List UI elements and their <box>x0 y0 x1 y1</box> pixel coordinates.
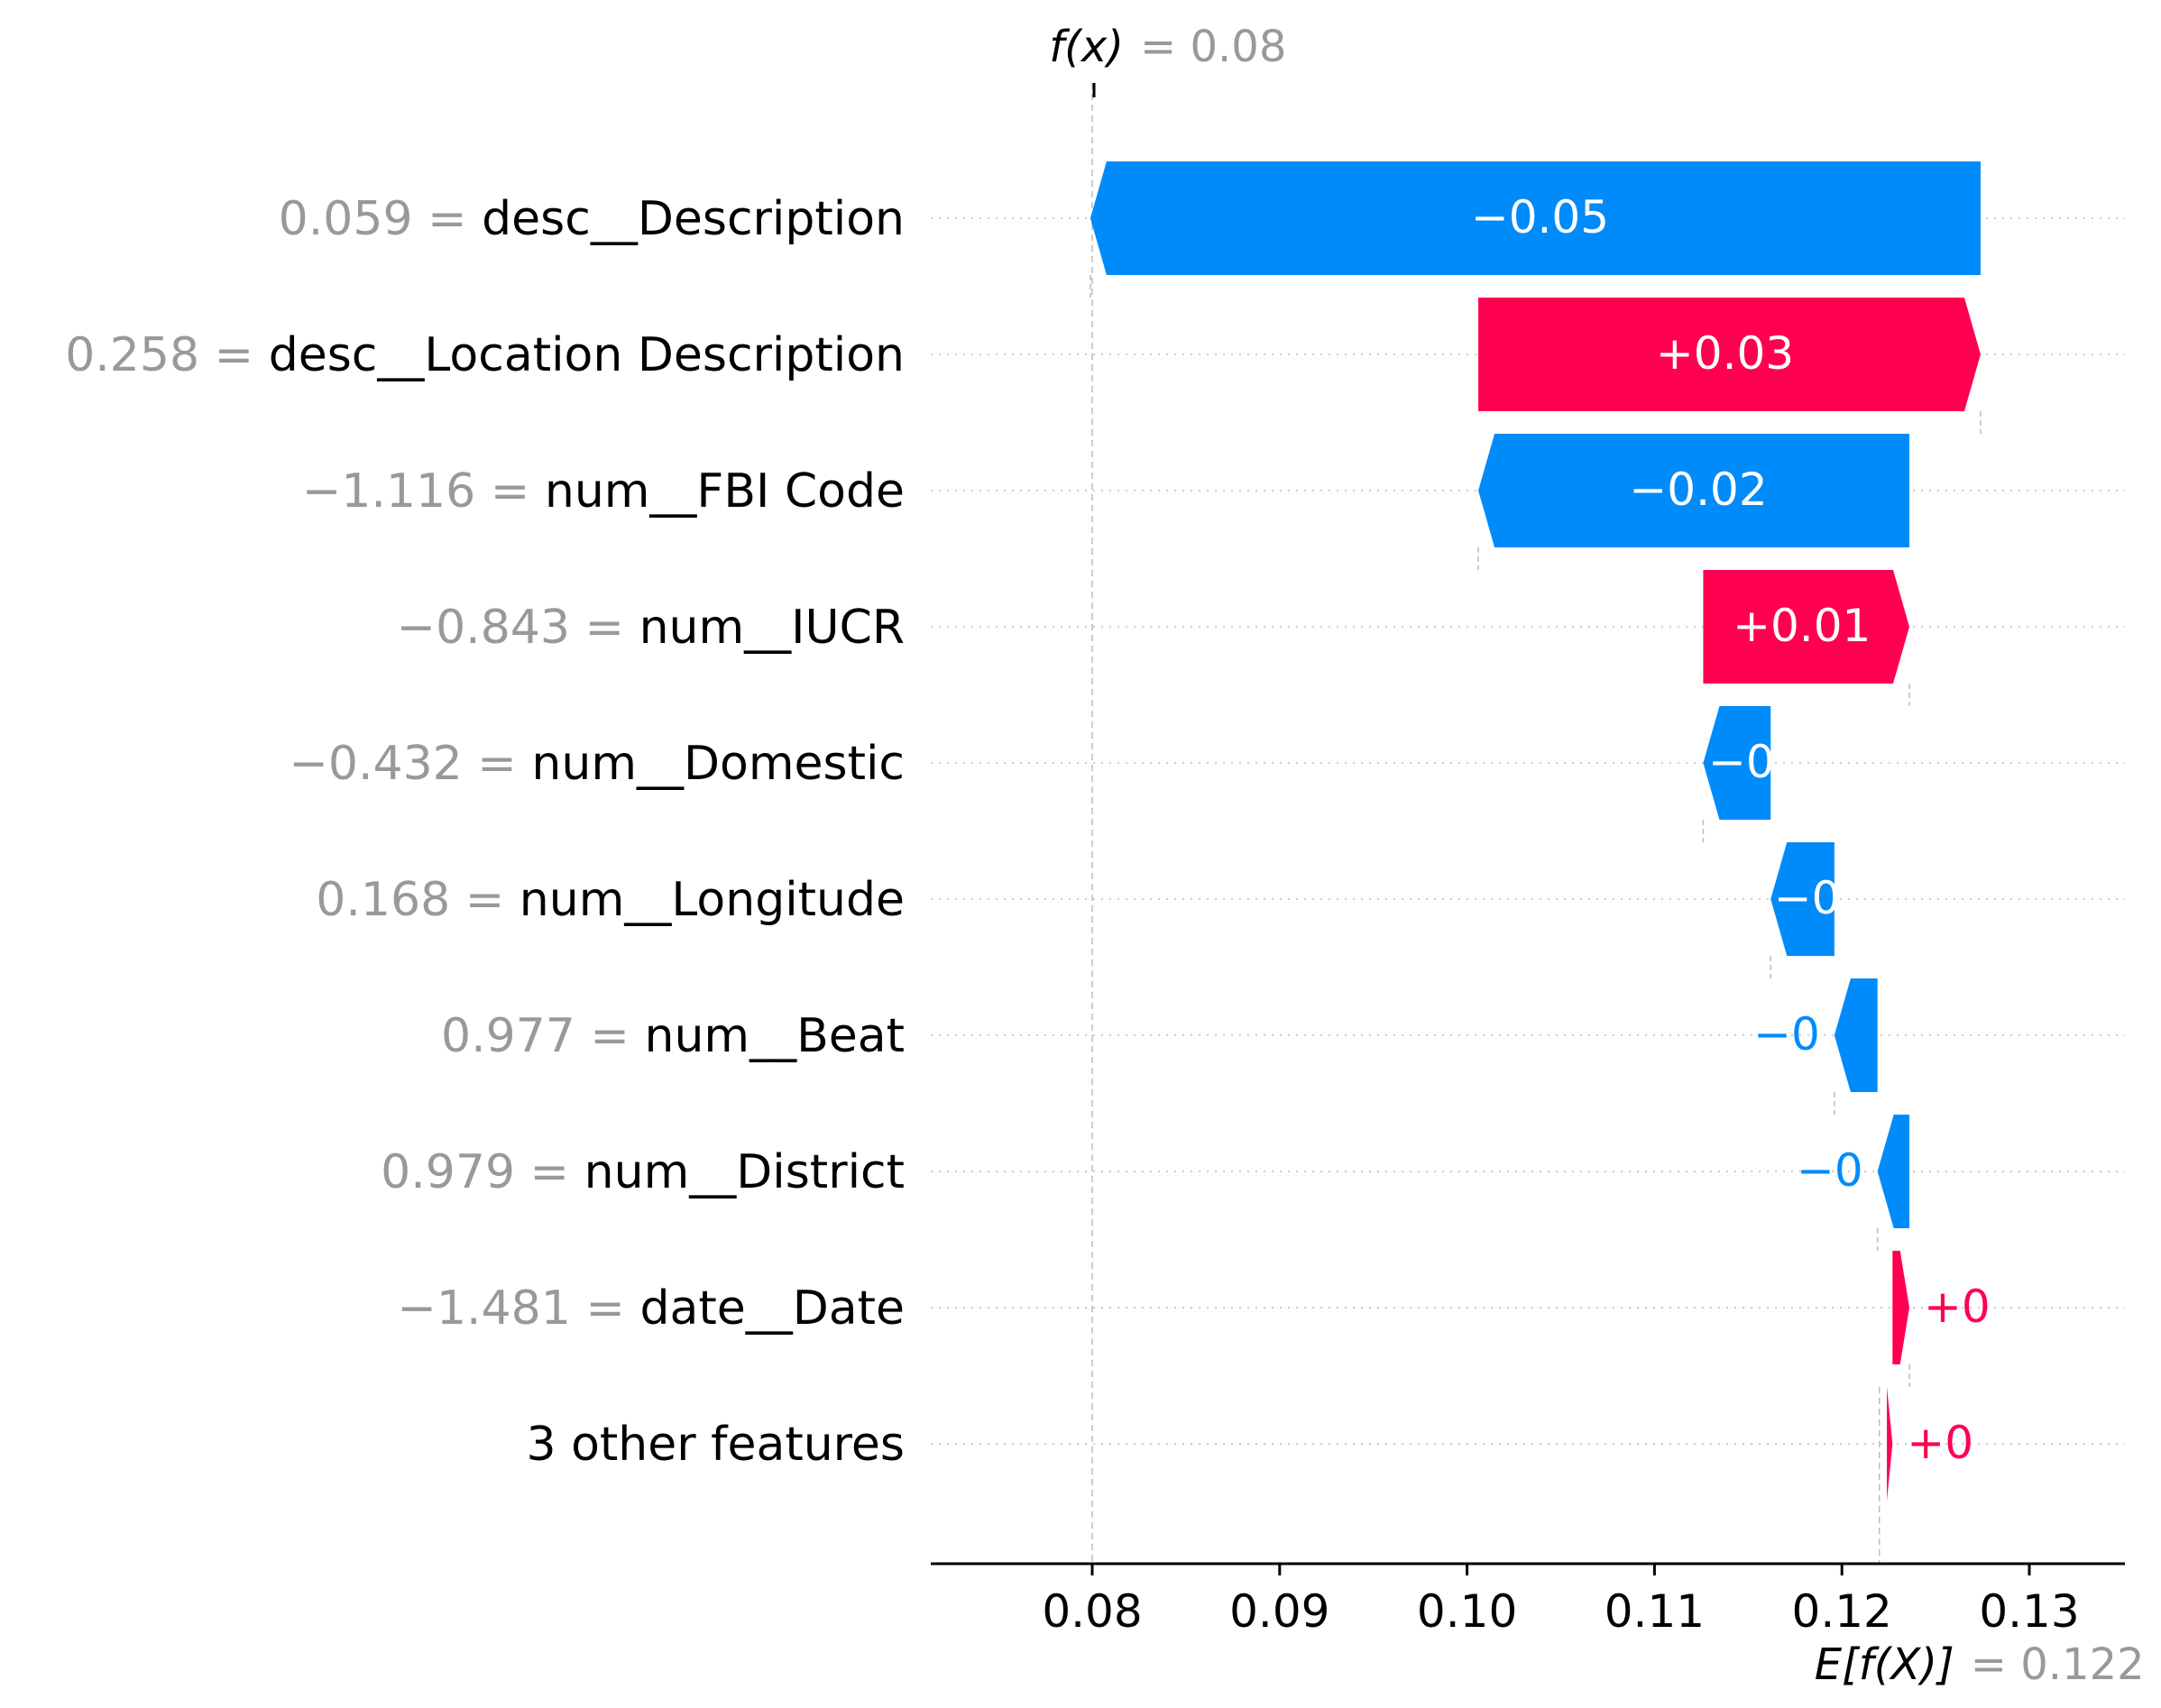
feature-value: 0.979 = <box>381 1145 584 1199</box>
bar-value-label: +0 <box>1907 1417 1973 1469</box>
x-tick-label: 0.09 <box>1229 1585 1329 1638</box>
label-layer: −0.05 0.059 = desc__Description +0.03 0.258… <box>65 191 1991 1472</box>
base-label: E[f(X)] <box>1815 1639 1954 1690</box>
bar-value-label: +0 <box>1924 1281 1991 1333</box>
feature-name: num__Domestic <box>531 737 905 791</box>
feature-name: num__IUCR <box>639 601 905 655</box>
bar-value-label: +0.03 <box>1656 327 1794 380</box>
x-tick-label: 0.10 <box>1417 1585 1517 1638</box>
bar-value-label: −0 <box>1797 1144 1863 1197</box>
x-axis: 0.08 0.09 0.10 0.11 0.12 0.13 <box>931 1562 2125 1638</box>
positive-bar <box>1703 570 1910 684</box>
bar-value-label: −0 <box>1708 736 1775 788</box>
bar-value-label: −0 <box>1753 1008 1820 1061</box>
feature-name: date__Date <box>639 1281 905 1336</box>
feature-name: desc__Location Description <box>269 328 905 382</box>
x-tick-label: 0.11 <box>1605 1585 1705 1638</box>
bar-layer <box>1090 161 1981 1501</box>
feature-value: 0.059 = <box>279 192 483 246</box>
feature-label: −0.843 = num__IUCR <box>397 601 905 655</box>
x-tick-label: 0.12 <box>1792 1585 1892 1638</box>
feature-name: num__Longitude <box>520 873 905 927</box>
feature-label: −1.481 = date__Date <box>397 1281 905 1336</box>
header-layer: f(x) = 0.08 E[f(X)] = 0.122 <box>1049 22 2144 1690</box>
negative-bar <box>1703 706 1771 820</box>
feature-value: 0.168 = <box>316 873 520 927</box>
positive-bar <box>1478 298 1981 411</box>
negative-bar <box>1478 434 1910 547</box>
feature-label: −0.432 = num__Domestic <box>289 737 905 791</box>
bar-value-label: −0.02 <box>1629 464 1767 516</box>
feature-name: num__District <box>584 1145 905 1199</box>
feature-label: 0.258 = desc__Location Description <box>65 328 905 382</box>
base-value: = 0.122 <box>1971 1639 2145 1690</box>
x-tick-label: 0.13 <box>1979 1585 2079 1638</box>
feature-name: 3 other features <box>526 1418 905 1472</box>
feature-value: 0.258 = <box>65 328 269 382</box>
fx-value: = 0.08 <box>1140 22 1286 72</box>
guide-layer <box>1090 83 1982 1564</box>
feature-label: 0.059 = desc__Description <box>279 192 905 246</box>
feature-value: −1.116 = <box>302 464 545 519</box>
feature-label: 0.977 = num__Beat <box>441 1009 905 1063</box>
feature-label: 0.168 = num__Longitude <box>316 873 905 927</box>
negative-bar <box>1090 161 1981 275</box>
feature-label: −1.116 = num__FBI Code <box>302 464 905 519</box>
negative-bar <box>1877 1115 1910 1228</box>
feature-label: 0.979 = num__District <box>381 1145 905 1199</box>
bar-value-label: +0.01 <box>1733 600 1871 652</box>
positive-bar <box>1892 1251 1910 1364</box>
feature-label: 3 other features <box>526 1418 905 1472</box>
negative-bar <box>1834 978 1878 1092</box>
feature-name: num__Beat <box>645 1009 906 1063</box>
feature-value: −1.481 = <box>397 1281 639 1336</box>
feature-value: −0.432 = <box>289 737 531 791</box>
positive-bar <box>1887 1387 1893 1501</box>
feature-name: desc__Description <box>482 192 905 246</box>
feature-name: num__FBI Code <box>545 464 905 519</box>
negative-bar <box>1770 842 1835 956</box>
feature-value: 0.977 = <box>441 1009 645 1063</box>
feature-value: −0.843 = <box>397 601 639 655</box>
bar-value-label: −0.05 <box>1471 191 1609 243</box>
bar-value-label: −0 <box>1774 872 1841 924</box>
x-tick-label: 0.08 <box>1042 1585 1142 1638</box>
fx-label: f(x) <box>1049 22 1124 72</box>
